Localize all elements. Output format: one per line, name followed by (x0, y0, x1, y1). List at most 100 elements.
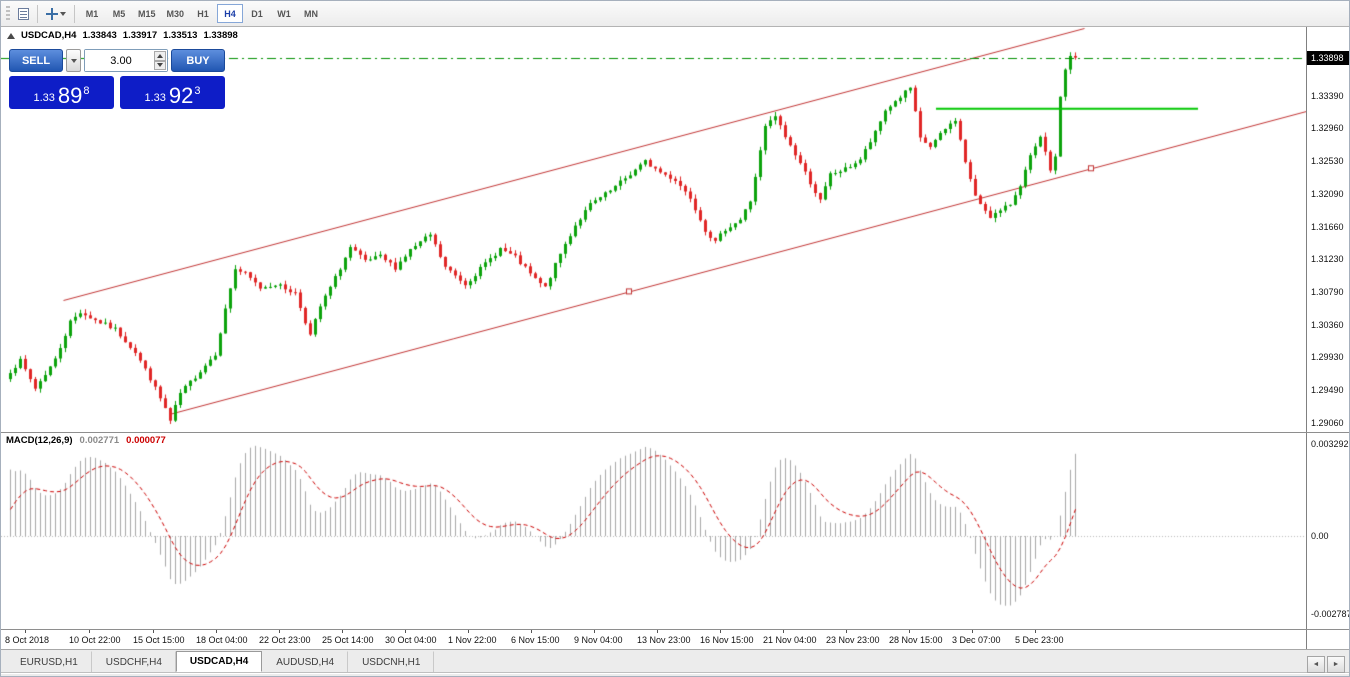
price-axis-label: 1.29060 (1311, 417, 1344, 428)
time-axis-label: 1 Nov 22:00 (448, 635, 497, 645)
time-axis-label: 18 Oct 04:00 (196, 635, 248, 645)
dropdown-caret-icon (60, 11, 66, 16)
volume-input[interactable] (85, 50, 167, 71)
chart-tab-audusd-h4[interactable]: AUDUSD,H4 (262, 651, 349, 672)
bid-prefix: 1.33 (33, 92, 55, 104)
price-axis-label: 1.29490 (1311, 385, 1344, 396)
macd-axis-label: -0.002787 (1311, 608, 1350, 619)
time-axis-label: 22 Oct 23:00 (259, 635, 311, 645)
time-axis-tick (531, 629, 532, 633)
chart-header: USDCAD,H4 1.33843 1.33917 1.33513 1.3389… (7, 30, 238, 41)
time-axis-tick (279, 629, 280, 633)
timeframe-button-m5[interactable]: M5 (106, 4, 132, 23)
macd-signal-value: 0.000077 (126, 435, 166, 446)
document-icon (17, 7, 29, 20)
chart-macd-divider[interactable] (1, 432, 1349, 433)
symbol-title: USDCAD,H4 (21, 30, 77, 41)
price-axis-label: 1.29930 (1311, 352, 1344, 363)
time-axis-tick (89, 629, 90, 633)
bid-price-display[interactable]: 1.33 89 8 (9, 76, 114, 109)
volume-up-button[interactable] (154, 51, 166, 61)
time-axis-tick (25, 629, 26, 633)
timeframe-button-w1[interactable]: W1 (271, 4, 297, 23)
time-axis-label: 15 Oct 15:00 (133, 635, 185, 645)
time-axis-tick (657, 629, 658, 633)
timeframe-button-m1[interactable]: M1 (79, 4, 105, 23)
toolbar-separator (37, 4, 38, 23)
price-axis-label: 1.31230 (1311, 254, 1344, 265)
ask-price-display[interactable]: 1.33 92 3 (120, 76, 225, 109)
volume-down-button[interactable] (154, 60, 166, 70)
ask-big-digits: 92 (168, 83, 194, 108)
crosshair-tool-button[interactable] (42, 4, 70, 24)
price-axis[interactable]: 1.33390 1.32960 1.32530 1.32090 1.31660 1.312… (1306, 27, 1350, 649)
price-axis-label: 1.30790 (1311, 287, 1344, 298)
time-axis-label: 23 Nov 23:00 (826, 635, 880, 645)
timeframe-button-m30[interactable]: M30 (162, 4, 190, 23)
current-price-badge: 1.33898 (1307, 50, 1349, 65)
top-toolbar: M1 M5 M15 M30 H1 H4 D1 W1 MN (1, 1, 1349, 27)
timeframe-button-m15[interactable]: M15 (133, 4, 161, 23)
macd-axis-label: 0.00 (1311, 531, 1329, 541)
time-axis-tick (783, 629, 784, 633)
timeframe-button-mn[interactable]: MN (298, 4, 324, 23)
ohlc-high: 1.33917 (122, 30, 158, 41)
time-axis-tick (153, 629, 154, 633)
time-axis-tick (342, 629, 343, 633)
timeframe-button-h4[interactable]: H4 (217, 4, 244, 23)
time-axis-label: 9 Nov 04:00 (574, 635, 623, 645)
time-axis-label: 25 Oct 14:00 (322, 635, 374, 645)
tab-scroll-left-button[interactable]: ◄ (1307, 656, 1325, 673)
time-axis-tick (909, 629, 910, 633)
price-axis-label: 1.32090 (1311, 189, 1344, 200)
time-axis-label: 21 Nov 04:00 (763, 635, 817, 645)
time-axis-label: 3 Dec 07:00 (952, 635, 1001, 645)
price-chart-canvas[interactable] (1, 27, 1306, 629)
ohlc-open: 1.33843 (82, 30, 117, 41)
time-axis-label: 8 Oct 2018 (5, 635, 50, 645)
timeframe-button-d1[interactable]: D1 (244, 4, 270, 23)
time-axis-tick (720, 629, 721, 633)
new-order-button[interactable] (13, 4, 33, 24)
chart-tab-usdchf-h4[interactable]: USDCHF,H4 (92, 651, 176, 672)
price-axis-label: 1.32530 (1311, 155, 1344, 166)
tab-scroll-buttons: ◄ ► (1307, 656, 1345, 673)
timeframe-toolbar: M1 M5 M15 M30 H1 H4 D1 W1 MN (79, 4, 324, 23)
macd-name: MACD(12,26,9) (6, 435, 73, 446)
tab-scroll-right-button[interactable]: ► (1327, 656, 1345, 673)
ohlc-close: 1.33898 (203, 30, 238, 41)
time-axis-label: 10 Oct 22:00 (69, 635, 121, 645)
bid-big-digits: 89 (57, 83, 83, 108)
chart-tab-usdcad-h4[interactable]: USDCAD,H4 (175, 651, 263, 672)
time-axis-label: 13 Nov 23:00 (637, 635, 691, 645)
time-axis-label: 6 Nov 15:00 (511, 635, 560, 645)
one-click-panel-toggle-icon[interactable] (7, 32, 15, 39)
chart-tab-usdcnh-h1[interactable]: USDCNH,H1 (348, 651, 435, 672)
time-axis-tick (468, 629, 469, 633)
time-axis-tick (1035, 629, 1036, 633)
toolbar-grip[interactable] (6, 5, 10, 22)
time-axis-label: 28 Nov 15:00 (889, 635, 943, 645)
dropdown-caret-icon (70, 58, 77, 63)
order-type-dropdown[interactable] (66, 49, 81, 72)
macd-indicator-label: MACD(12,26,9) 0.002771 0.000077 (6, 435, 166, 446)
chart-tab-eurusd-h1[interactable]: EURUSD,H1 (6, 651, 92, 672)
sell-button[interactable]: SELL (9, 49, 63, 72)
macd-main-value: 0.002771 (79, 435, 120, 446)
time-axis[interactable]: 8 Oct 2018 10 Oct 22:00 15 Oct 15:00 18 Oct… (1, 629, 1306, 649)
time-axis-label: 5 Dec 23:00 (1015, 635, 1064, 645)
price-axis-label: 1.31660 (1311, 221, 1344, 232)
price-axis-label: 1.30360 (1311, 319, 1344, 330)
window-bottom-edge (1, 674, 1349, 676)
buy-button[interactable]: BUY (171, 49, 225, 72)
ohlc-low: 1.33513 (163, 30, 198, 41)
time-axis-tick (405, 629, 406, 633)
time-axis-label: 30 Oct 04:00 (385, 635, 437, 645)
time-axis-label: 16 Nov 15:00 (700, 635, 754, 645)
bid-pip-digit: 8 (83, 85, 90, 97)
timeframe-button-h1[interactable]: H1 (190, 4, 216, 23)
time-axis-tick (846, 629, 847, 633)
time-axis-tick (216, 629, 217, 633)
